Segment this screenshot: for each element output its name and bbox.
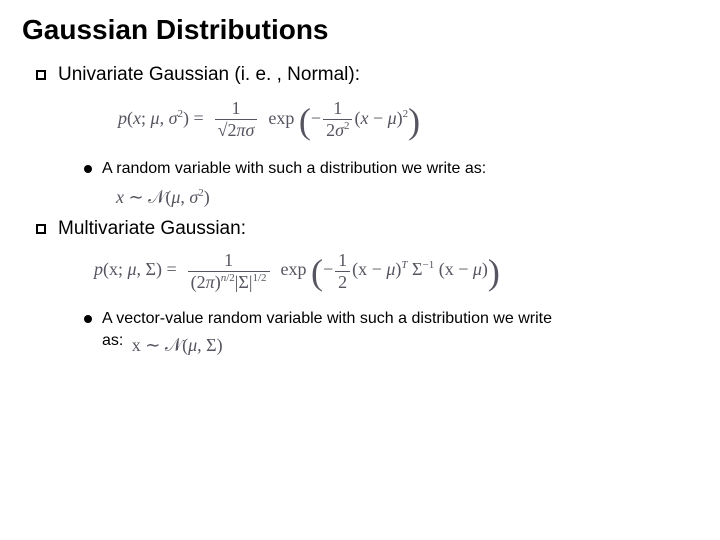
bullet-univariate: Univariate Gaussian (i. e. , Normal): p(… — [36, 64, 698, 210]
formula-multivariate-pdf: p(x; μ, Σ) = 1 (2π)n/2|Σ|1/2 exp (− 1 2 … — [94, 250, 698, 293]
slide-title: Gaussian Distributions — [22, 14, 698, 46]
bullet-list: Univariate Gaussian (i. e. , Normal): p(… — [22, 64, 698, 358]
formula-univariate-rv: x ∼ 𝒩(μ, σ2) — [116, 186, 698, 210]
sub-list: A vector-value random variable with such… — [58, 309, 698, 359]
sub-text: A random variable with such a distributi… — [102, 160, 486, 177]
formula-multivariate-rv: x ∼ 𝒩(μ, Σ) — [132, 334, 223, 358]
sub-bullet-univariate: A random variable with such a distributi… — [84, 159, 698, 210]
bullet-heading: Univariate Gaussian (i. e. , Normal): — [58, 64, 360, 85]
sub-text-2: as: — [102, 332, 123, 349]
bullet-multivariate: Multivariate Gaussian: p(x; μ, Σ) = 1 (2… — [36, 218, 698, 359]
bullet-heading: Multivariate Gaussian: — [58, 218, 246, 239]
sub-list: A random variable with such a distributi… — [58, 159, 698, 210]
slide: Gaussian Distributions Univariate Gaussi… — [0, 0, 720, 540]
sub-bullet-multivariate: A vector-value random variable with such… — [84, 309, 698, 359]
formula-univariate-pdf: p(x; μ, σ2) = 1 √2πσ exp (− 1 2σ2 (x − μ… — [118, 98, 698, 141]
sub-text: A vector-value random variable with such… — [102, 310, 552, 327]
